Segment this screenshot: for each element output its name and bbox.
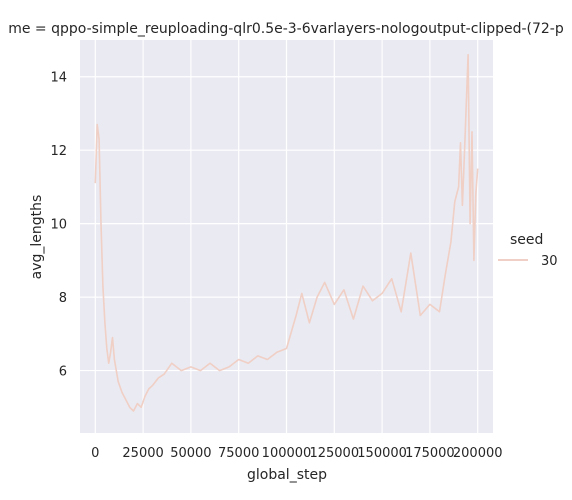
- legend: seed 30: [498, 232, 558, 269]
- chart-title: me = qppo-simple_reuploading-qlr0.5e-3-6…: [8, 21, 564, 37]
- y-tick-label: 8: [59, 291, 67, 306]
- x-axis-label: global_step: [247, 467, 327, 483]
- grid: [80, 40, 493, 433]
- x-tick-label: 150000: [357, 446, 407, 461]
- x-tick-label: 25000: [122, 446, 163, 461]
- x-tick-label: 125000: [309, 446, 359, 461]
- y-tick-label: 12: [50, 144, 67, 159]
- series-layer: [94, 53, 479, 412]
- x-tick-label: 0: [91, 446, 99, 461]
- series-line-30: [94, 53, 479, 412]
- y-tick-label: 14: [50, 71, 67, 86]
- x-tick-label: 100000: [262, 446, 312, 461]
- x-tick-label: 175000: [405, 446, 455, 461]
- legend-label: 30: [541, 254, 558, 269]
- y-tick-label: 10: [50, 218, 67, 233]
- x-tick-label: 50000: [170, 446, 211, 461]
- legend-title: seed: [510, 232, 543, 248]
- y-axis-label: avg_lengths: [29, 195, 45, 280]
- tick-labels: 0 25000 50000 75000 100000125000150000175000…: [50, 71, 502, 461]
- x-tick-label: 200000: [453, 446, 503, 461]
- x-tick-label: 75000: [218, 446, 259, 461]
- y-tick-label: 6: [59, 365, 67, 380]
